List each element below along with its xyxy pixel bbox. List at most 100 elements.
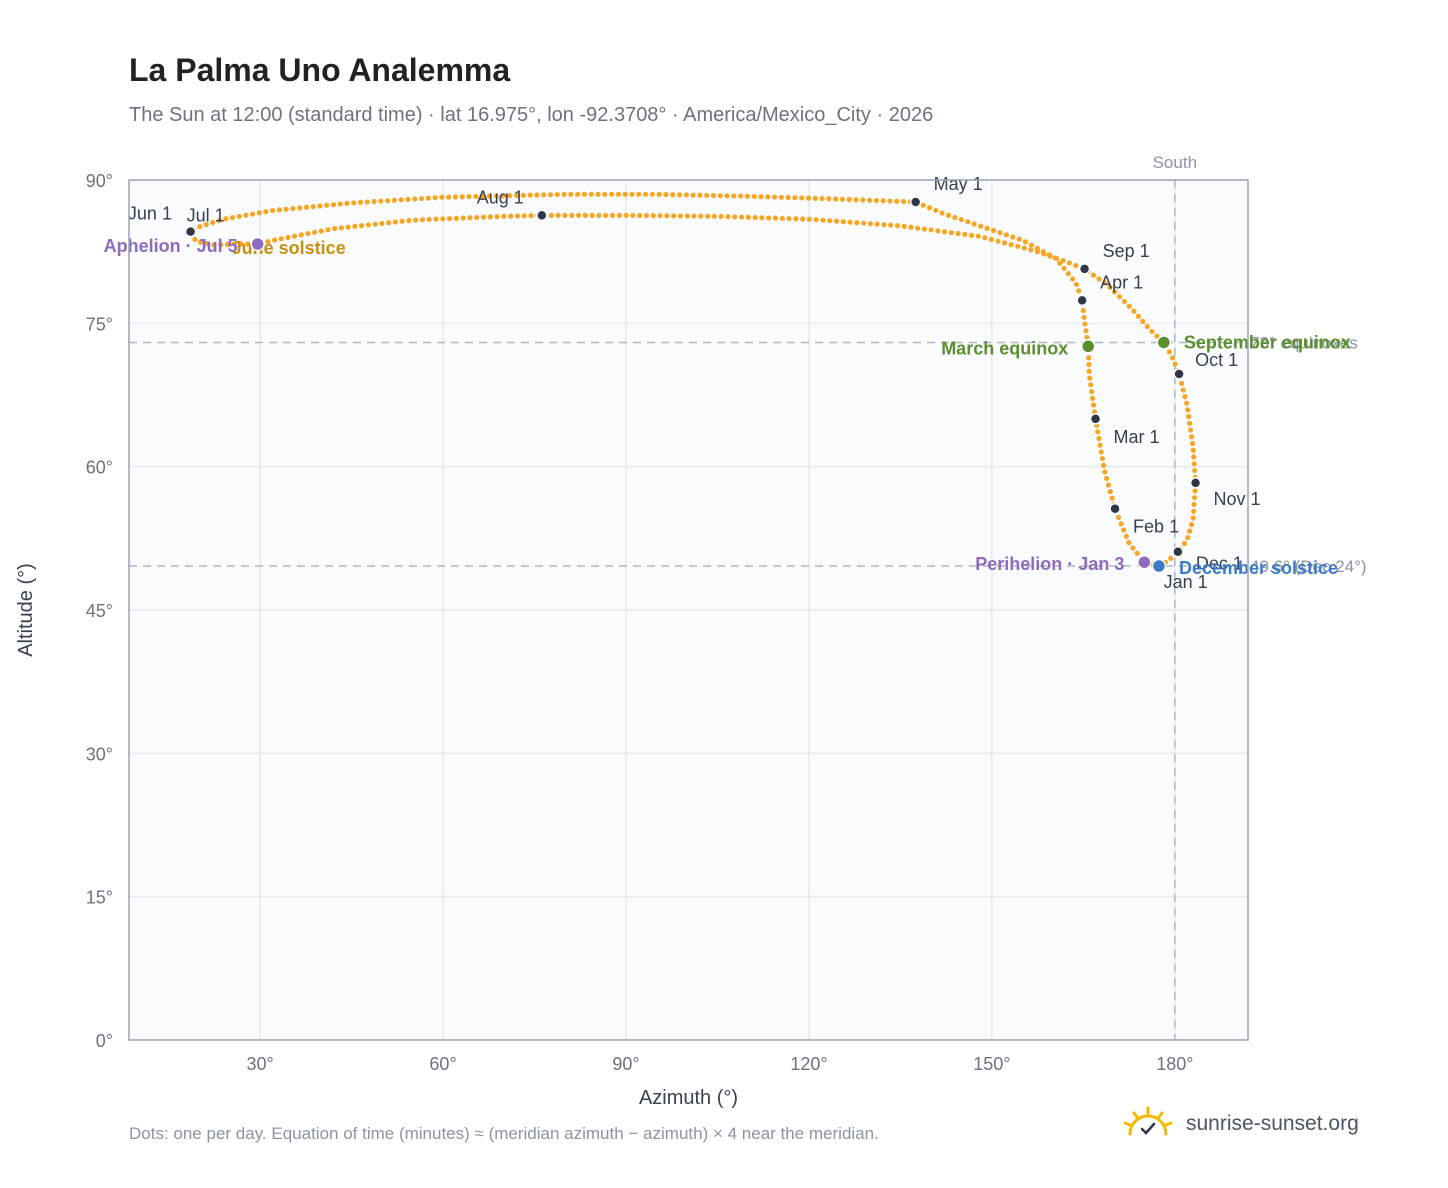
chart-subtitle: The Sun at 12:00 (standard time) · lat 1… (129, 104, 934, 126)
daily-dot (1154, 333, 1160, 339)
daily-dot (439, 194, 445, 200)
axes: 30° 60° 90° 120° 150° 180° 0° 15° 30° 45° 60° 75° 90… (15, 171, 1193, 1109)
daily-dot (224, 241, 231, 247)
daily-dot (1088, 382, 1094, 388)
daily-dot (975, 233, 981, 239)
daily-dot (984, 225, 990, 231)
daily-dot (759, 215, 765, 221)
daily-dot (785, 194, 791, 201)
daily-dot (1109, 495, 1115, 501)
daily-dot (952, 214, 958, 221)
daily-dot (493, 193, 499, 199)
event-label: Perihelion · Jan 3 (975, 554, 1124, 574)
x-tick-label: 150° (973, 1054, 1010, 1074)
daily-dot (486, 193, 493, 199)
daily-dot (432, 195, 438, 201)
daily-dot (460, 215, 466, 221)
y-tick-label: 30° (86, 744, 113, 764)
daily-dot (1090, 402, 1097, 408)
daily-dot (1065, 271, 1071, 277)
daily-dot (1190, 515, 1196, 521)
event-marker (1080, 339, 1096, 354)
daily-dot (548, 212, 555, 218)
daily-dot (391, 197, 398, 203)
daily-dot (1028, 242, 1035, 248)
daily-dot (840, 219, 846, 225)
daily-dot (1034, 249, 1040, 255)
daily-dot (786, 215, 792, 222)
x-tick-label: 120° (790, 1054, 827, 1074)
daily-dot (412, 196, 418, 202)
daily-dot (643, 212, 650, 219)
month-marker (1173, 368, 1185, 380)
daily-dot (656, 191, 662, 197)
daily-dot (507, 193, 513, 199)
x-tick-label: 180° (1156, 1054, 1193, 1074)
daily-dot (1185, 535, 1191, 541)
y-tick-label: 45° (86, 601, 113, 621)
daily-dot (1069, 276, 1076, 282)
daily-dot (664, 213, 670, 219)
brand-logo[interactable]: sunrise-sunset.org (1120, 1104, 1359, 1144)
daily-dot (1047, 253, 1053, 259)
daily-dot (894, 198, 900, 204)
daily-dot (1190, 447, 1196, 453)
daily-dot (1187, 420, 1193, 426)
daily-dot (297, 205, 303, 211)
daily-dot (419, 217, 426, 223)
daily-dot (751, 193, 757, 200)
daily-dot (236, 213, 242, 220)
daily-dot (894, 223, 901, 229)
daily-dot (1087, 375, 1093, 381)
daily-dot (272, 237, 278, 243)
daily-dot (901, 223, 907, 229)
event-label: September equinox (1184, 332, 1351, 352)
y-axis-label: Altitude (°) (15, 563, 37, 657)
y-tick-label: 75° (86, 314, 113, 334)
daily-dot (371, 198, 377, 205)
daily-dot (1116, 294, 1123, 300)
daily-dot (827, 218, 833, 224)
daily-dot (1126, 303, 1132, 309)
daily-dot (744, 193, 751, 199)
daily-dot (1116, 514, 1122, 521)
daily-dot (223, 216, 229, 222)
daily-dot (372, 221, 378, 227)
daily-dot (1181, 540, 1188, 547)
daily-dot (982, 235, 988, 241)
daily-dot (406, 217, 412, 224)
month-marker (536, 209, 548, 222)
month-marker (1089, 413, 1102, 425)
daily-dot (826, 196, 832, 202)
month-label: Feb 1 (1133, 517, 1179, 537)
daily-dot (562, 212, 568, 218)
daily-dot (752, 214, 758, 221)
daily-dot (1091, 409, 1098, 415)
daily-dot (317, 203, 323, 209)
daily-dot (962, 231, 968, 238)
daily-dot (1186, 414, 1192, 420)
daily-dot (528, 213, 534, 219)
daily-dot (978, 223, 984, 229)
daily-dot (433, 216, 439, 222)
daily-dot (839, 196, 846, 202)
daily-dot (554, 191, 560, 198)
daily-dot (413, 217, 419, 223)
daily-dot (609, 191, 615, 197)
daily-dot (596, 212, 602, 218)
daily-dot (203, 221, 209, 228)
daily-dot (398, 197, 404, 203)
daily-dot (1191, 454, 1197, 460)
daily-dot (1096, 435, 1102, 442)
daily-dot (765, 194, 771, 200)
daily-dot (1082, 321, 1088, 327)
daily-dot (1185, 407, 1191, 413)
daily-dot (1134, 550, 1140, 556)
daily-dot (1086, 355, 1092, 361)
daily-dot (677, 213, 684, 219)
daily-dot (933, 207, 939, 214)
daily-dot (1112, 289, 1118, 295)
daily-dot (425, 195, 431, 201)
daily-dot (1105, 482, 1112, 488)
